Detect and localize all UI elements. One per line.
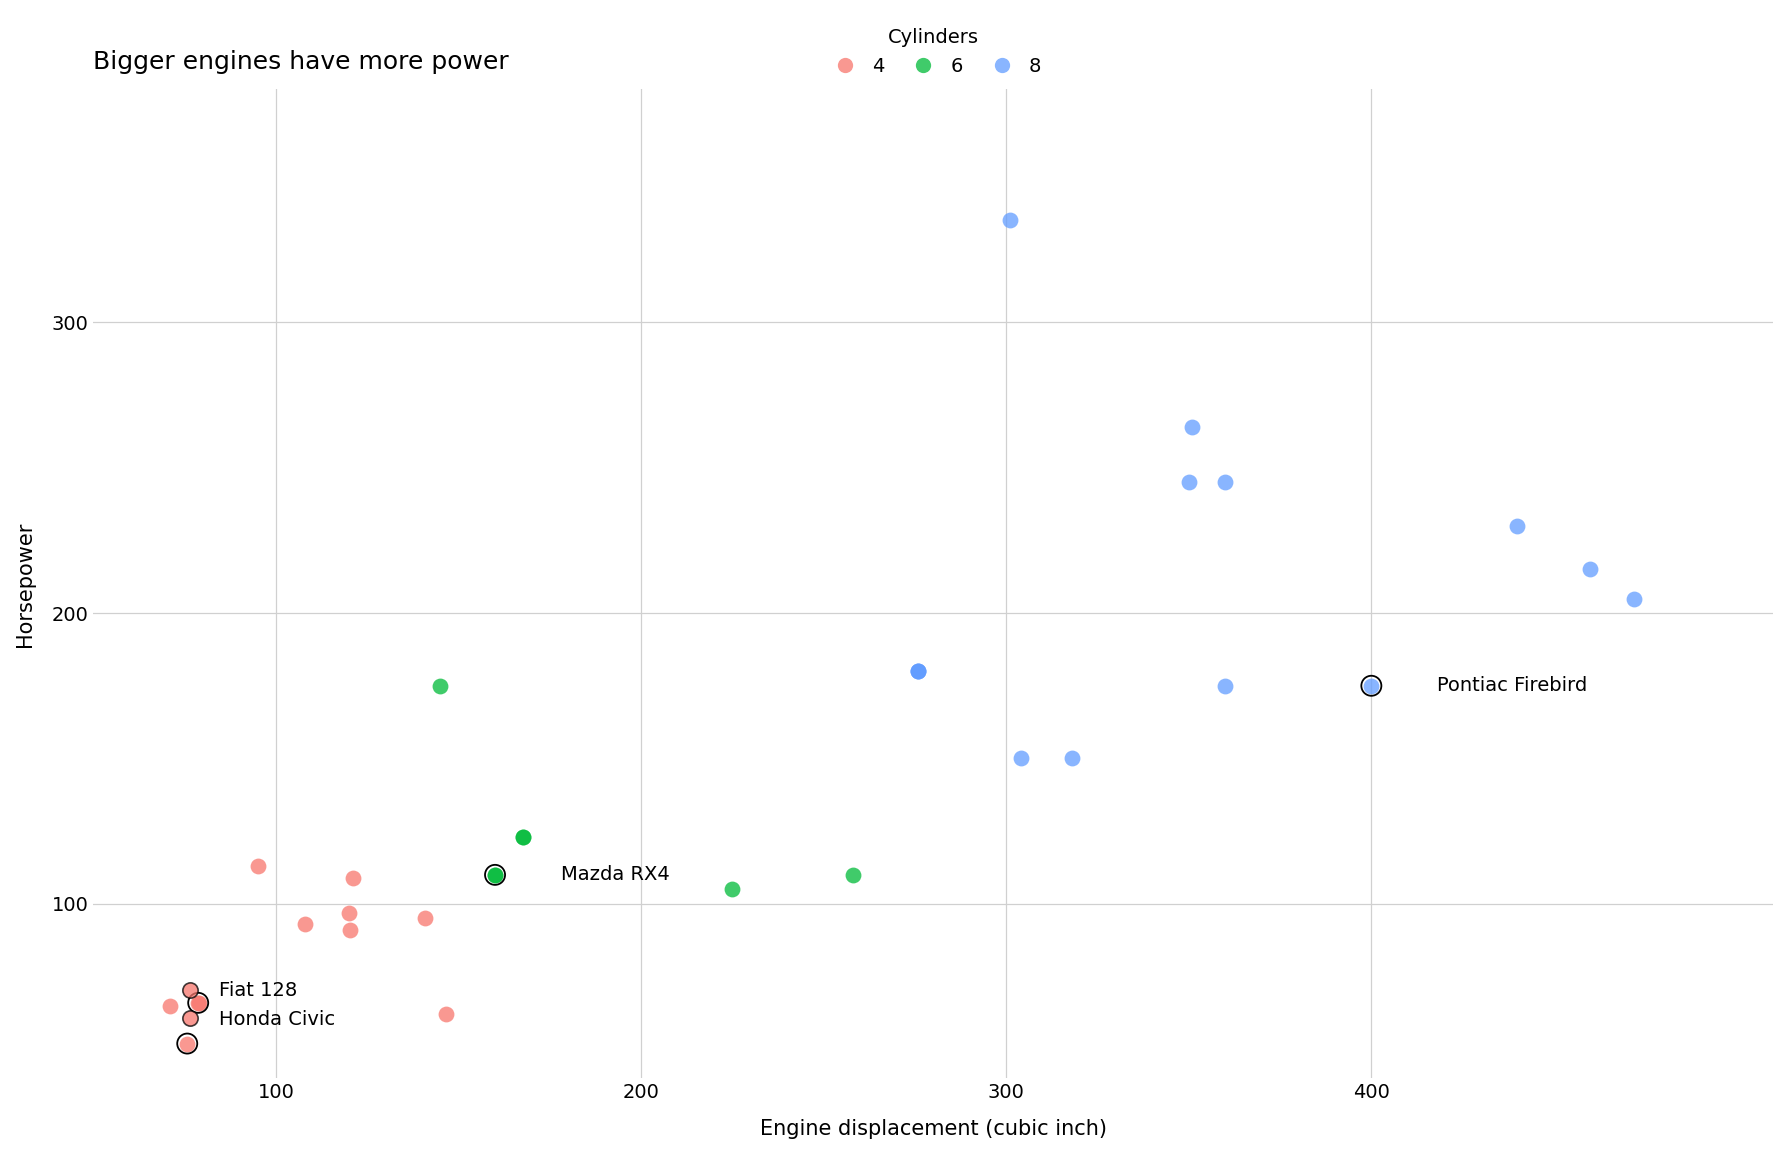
Point: [184, 994, 213, 1012]
Text: Mazda RX4: Mazda RX4: [561, 866, 669, 884]
Point: [1058, 749, 1087, 767]
Point: [903, 662, 932, 681]
Point: [1210, 473, 1239, 492]
Point: [184, 994, 213, 1012]
Point: [1577, 560, 1606, 578]
Point: [426, 676, 454, 695]
Point: [508, 827, 536, 846]
Point: [1175, 473, 1203, 492]
Point: [1210, 676, 1239, 695]
Point: [184, 994, 213, 1012]
Point: [996, 211, 1025, 230]
X-axis label: Engine displacement (cubic inch): Engine displacement (cubic inch): [760, 1119, 1107, 1139]
Y-axis label: Horsepower: Horsepower: [14, 522, 36, 646]
Point: [336, 921, 365, 939]
Point: [481, 866, 510, 884]
Point: [719, 881, 747, 899]
Point: [173, 1034, 202, 1052]
Text: Bigger engines have more power: Bigger engines have more power: [93, 50, 510, 74]
Point: [433, 1005, 461, 1024]
Point: [156, 997, 184, 1016]
Point: [1357, 676, 1386, 695]
Point: [839, 866, 867, 884]
Point: [243, 857, 272, 876]
Point: [1620, 590, 1649, 608]
Point: [338, 869, 367, 887]
Point: [173, 1034, 202, 1052]
Point: [481, 866, 510, 884]
Point: [291, 915, 320, 934]
Point: [903, 662, 932, 681]
Text: Pontiac Firebird: Pontiac Firebird: [1438, 676, 1588, 695]
Legend: Fiat 128, Honda Civic: Fiat 128, Honda Civic: [170, 981, 334, 1029]
Point: [1007, 749, 1035, 767]
Point: [481, 866, 510, 884]
Point: [1504, 517, 1532, 535]
Point: [334, 904, 363, 922]
Point: [903, 662, 932, 681]
Point: [1357, 676, 1386, 695]
Point: [1178, 418, 1207, 436]
Point: [411, 909, 440, 928]
Point: [508, 827, 536, 846]
